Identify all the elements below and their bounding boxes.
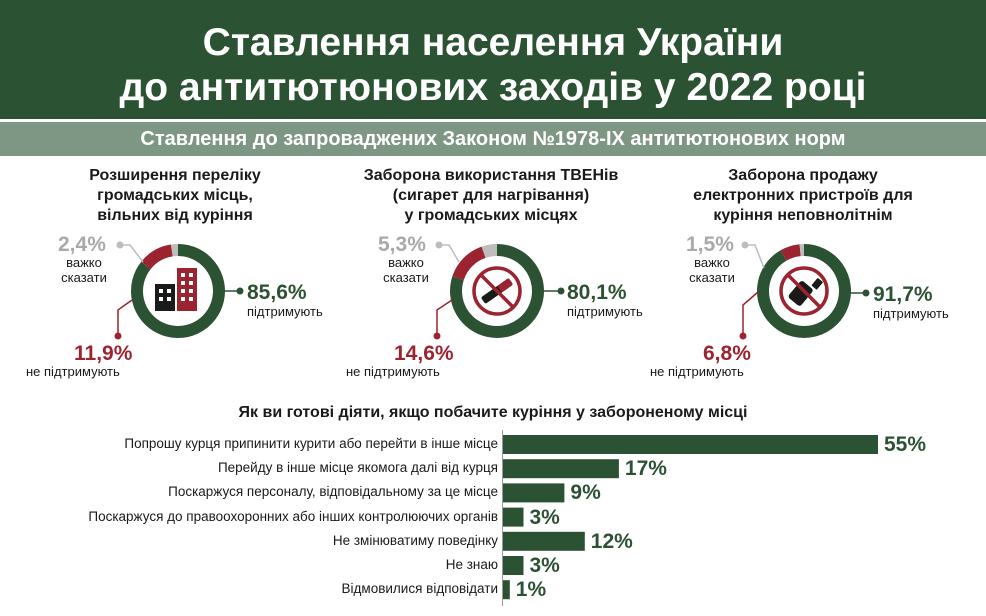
bar-chart-title: Як ви готові діяти, якщо побачите курінн… — [238, 404, 748, 421]
donut-2-oppose-slice — [452, 246, 486, 281]
panel-2-title-line: (сигарет для нагрівання) — [392, 187, 590, 204]
donut-2-unsure-dot — [435, 241, 443, 249]
page-title-line2: до антитютюнових заходів у 2022 році — [119, 66, 867, 109]
donut-2-oppose-dot — [433, 332, 441, 340]
panel-1-unsure-label-line: сказати — [61, 270, 107, 285]
donut-1 — [114, 241, 244, 340]
panel-1-oppose-pct: 11,9% — [74, 342, 133, 365]
donut-1-support-dot — [236, 287, 244, 295]
panel-1-title: Розширення переліку громадських місць, в… — [30, 166, 320, 226]
bar-value-label: 55% — [884, 433, 927, 456]
no-vape-icon — [779, 266, 829, 316]
bar-category-label: Відмовилися відповідати — [341, 581, 498, 596]
panel-3-title-line: куріння неповнолітнім — [713, 207, 893, 224]
panel-1-title-line: Розширення переліку — [89, 167, 261, 184]
panel-2-oppose-pct: 14,6% — [394, 342, 454, 365]
panel-1-title-line: громадських місць, — [97, 187, 253, 204]
panel-3-support-label: підтримують — [873, 306, 949, 321]
panel-2-unsure-pct: 5,3% — [378, 233, 426, 256]
donut-3-support-dot — [862, 289, 870, 297]
panel-2-support-pct: 80,1% — [567, 281, 627, 304]
donut-3-unsure-leader — [746, 244, 765, 269]
subheader-banner: Ставлення до запроваджених Законом №1978… — [0, 122, 986, 156]
bar-category-label: Попрошу курця припинити курити або перей… — [124, 436, 498, 451]
bar-value-label: 9% — [570, 481, 601, 505]
panel-1-support-label: підтримують — [247, 304, 323, 319]
panel-3-oppose-label: не підтримують — [650, 364, 744, 379]
panel-2-support-label: підтримують — [567, 304, 643, 319]
donut-1-support-slice — [131, 244, 225, 338]
panel-3-unsure-label-line: важко — [694, 255, 730, 270]
donut-1-unsure-leader — [121, 244, 144, 263]
panel-3-support-pct: 91,7% — [873, 283, 933, 306]
page-subtitle: Ставлення до запроваджених Законом №1978… — [140, 128, 846, 150]
panel-3-title: Заборона продажу електронних пристроїв д… — [658, 166, 948, 226]
donut-2-unsure-leader — [440, 244, 460, 263]
panel-2-unsure-label-line: сказати — [383, 270, 429, 285]
donut-3 — [739, 241, 870, 340]
bar-value-label: 12% — [590, 529, 633, 553]
donut-3-support-slice — [757, 244, 851, 338]
bar — [503, 483, 565, 503]
panel-3-title-line: електронних пристроїв для — [693, 187, 913, 204]
panel-1-unsure-pct: 2,4% — [58, 233, 106, 256]
donut-2-support-dot — [557, 287, 565, 295]
panel-1-unsure-label-line: важко — [66, 255, 102, 270]
panel-3-oppose-pct: 6,8% — [703, 342, 751, 365]
panel-2-unsure-label-line: важко — [388, 255, 424, 270]
bar-value-label: 3% — [529, 554, 560, 577]
bar-value-label: 17% — [624, 457, 667, 481]
donut-1-oppose-slice — [141, 244, 174, 270]
bar-category-label: Поскаржуся до правоохоронних або інших к… — [88, 509, 498, 524]
bar — [503, 435, 878, 454]
panel-1-title-line: вільних від куріння — [97, 207, 253, 224]
donut-3-oppose-dot — [739, 332, 747, 340]
bar — [503, 556, 524, 575]
donut-3-oppose-slice — [780, 244, 802, 261]
bar — [503, 459, 619, 479]
panel-2-title-line: у громадських місцях — [404, 207, 578, 224]
no-heated-cigarette-icon — [472, 266, 522, 316]
panel-3-unsure-pct: 1,5% — [686, 233, 734, 256]
donut-1-oppose-dot — [114, 332, 122, 340]
bar — [503, 580, 510, 600]
bar-category-label: Перейду в інше місце якомога далі від ку… — [217, 460, 498, 475]
panel-2-title: Заборона використання ТВЕНів (сигарет дл… — [346, 166, 636, 226]
bar-chart-axis — [502, 430, 503, 606]
donut-1-oppose-leader — [117, 299, 133, 335]
page-title-line1: Ставлення населення України — [202, 21, 784, 64]
panel-3-unsure-label-line: сказати — [689, 270, 735, 285]
panel-1-unsure-label: важко сказати — [54, 255, 114, 285]
bar-category-label: Не змінюватиму поведінку — [332, 533, 498, 548]
bar-category-label: Не знаю — [445, 557, 498, 572]
donut-2-oppose-leader — [436, 299, 453, 335]
donut-2-support-slice — [450, 244, 544, 338]
panel-2-oppose-label: не підтримують — [346, 364, 440, 379]
bar-value-label: 1% — [515, 578, 547, 602]
donut-2 — [433, 241, 565, 340]
donut-1-unsure-dot — [116, 241, 124, 249]
panel-3-title-line: Заборона продажу — [728, 167, 878, 184]
donut-3-unsure-dot — [741, 241, 749, 249]
bar — [503, 531, 585, 551]
panel-2-unsure-label: важко сказати — [376, 255, 436, 285]
panel-2-title-line: Заборона використання ТВЕНів — [363, 167, 619, 184]
donut-2-unsure-slice — [481, 244, 498, 258]
panel-1-oppose-label: не підтримують — [26, 364, 120, 379]
bar-category-label: Поскаржуся персоналу, відповідальному за… — [168, 484, 498, 499]
panel-1-support-pct: 85,6% — [247, 281, 307, 304]
bar — [503, 507, 524, 527]
buildings-icon — [155, 268, 197, 311]
bar-value-label: 3% — [529, 505, 560, 529]
panel-3-unsure-label: важко сказати — [682, 255, 742, 285]
donut-3-oppose-leader — [742, 291, 759, 335]
header-banner: Ставлення населення України до антитютюн… — [0, 0, 986, 119]
